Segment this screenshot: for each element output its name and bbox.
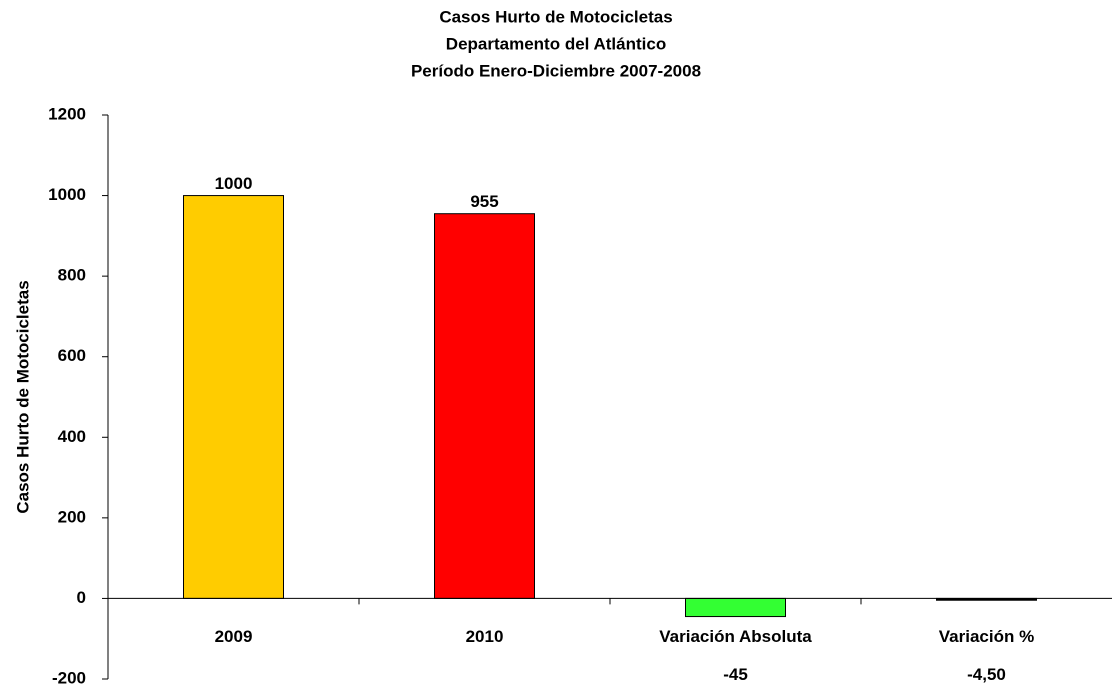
data-label: -45 <box>723 665 748 684</box>
y-tick-label: 200 <box>58 507 86 526</box>
bar <box>434 213 535 599</box>
y-tick-label: 1200 <box>48 104 86 123</box>
bar <box>183 195 284 599</box>
x-tick-label: 2010 <box>466 627 504 646</box>
data-label: -4,50 <box>967 665 1006 684</box>
bar <box>685 597 786 618</box>
chart-title: Departamento del Atlántico <box>446 34 666 53</box>
data-label: 955 <box>470 192 498 211</box>
y-tick-label: 800 <box>58 266 86 285</box>
chart-title: Casos Hurto de Motocicletas <box>439 7 672 26</box>
y-tick-label: 400 <box>58 427 86 446</box>
y-tick-label: 1000 <box>48 185 86 204</box>
y-tick-label: 600 <box>58 346 86 365</box>
chart-title: Período Enero-Diciembre 2007-2008 <box>411 61 701 80</box>
x-tick-label: Variación % <box>939 627 1034 646</box>
data-label: 1000 <box>215 174 253 193</box>
x-tick-label: Variación Absoluta <box>659 627 812 646</box>
y-axis-label: Casos Hurto de Motocicletas <box>13 280 32 513</box>
y-tick-label: -200 <box>52 668 86 687</box>
x-tick-label: 2009 <box>215 627 253 646</box>
y-tick-label: 0 <box>77 588 86 607</box>
